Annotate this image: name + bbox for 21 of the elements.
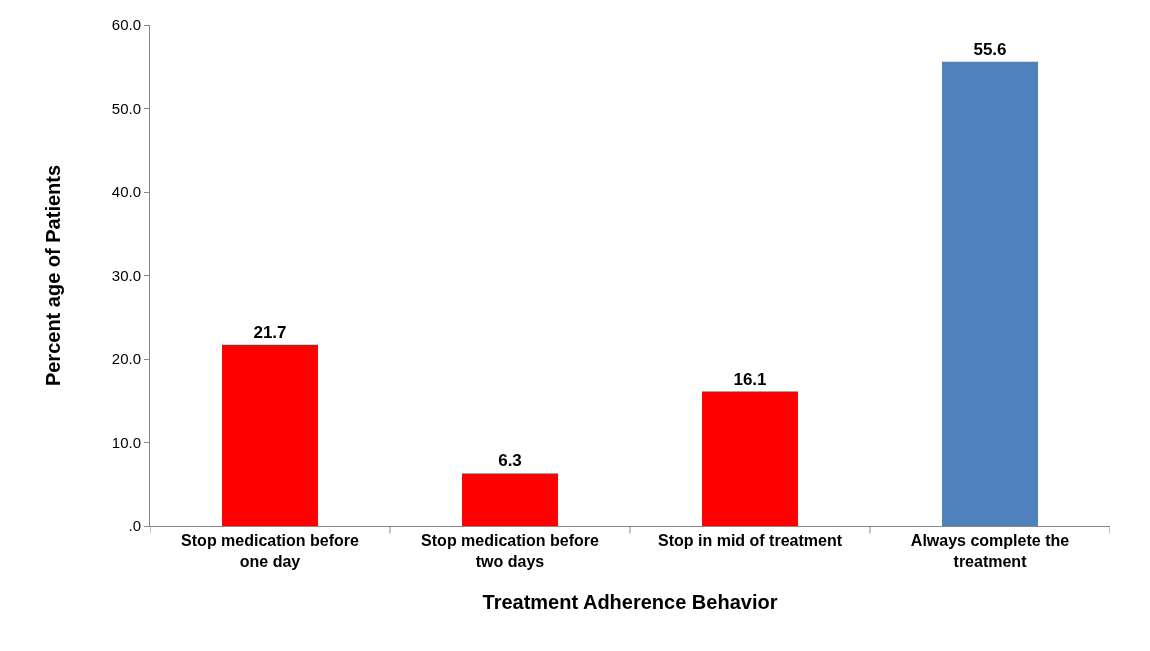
- bar: [222, 344, 318, 526]
- y-tick-label: 20.0: [111, 350, 141, 368]
- data-label: 21.7: [253, 322, 287, 342]
- y-tick-label: .0: [128, 517, 141, 535]
- bar: [942, 61, 1038, 526]
- y-tick-label: 50.0: [111, 99, 141, 117]
- y-tick-label: 30.0: [111, 266, 141, 284]
- data-label: 55.6: [973, 39, 1007, 59]
- bar: [702, 391, 798, 526]
- x-tick-label: Stop medication before one day: [181, 532, 359, 570]
- bar: [462, 473, 558, 526]
- x-axis-title: Treatment Adherence Behavior: [482, 590, 778, 613]
- y-tick-label: 60.0: [111, 16, 141, 34]
- y-tick-label: 40.0: [111, 183, 141, 201]
- x-tick-label: Stop medication before two days: [421, 532, 599, 570]
- y-tick-label: 10.0: [111, 433, 141, 451]
- data-label: 6.3: [498, 451, 522, 471]
- x-tick-label: Always complete the treatment: [910, 532, 1070, 570]
- data-label: 16.1: [733, 369, 767, 389]
- x-tick-label: Stop in mid of treatment: [658, 532, 843, 550]
- y-axis-title: Percent age of Patients: [42, 164, 65, 387]
